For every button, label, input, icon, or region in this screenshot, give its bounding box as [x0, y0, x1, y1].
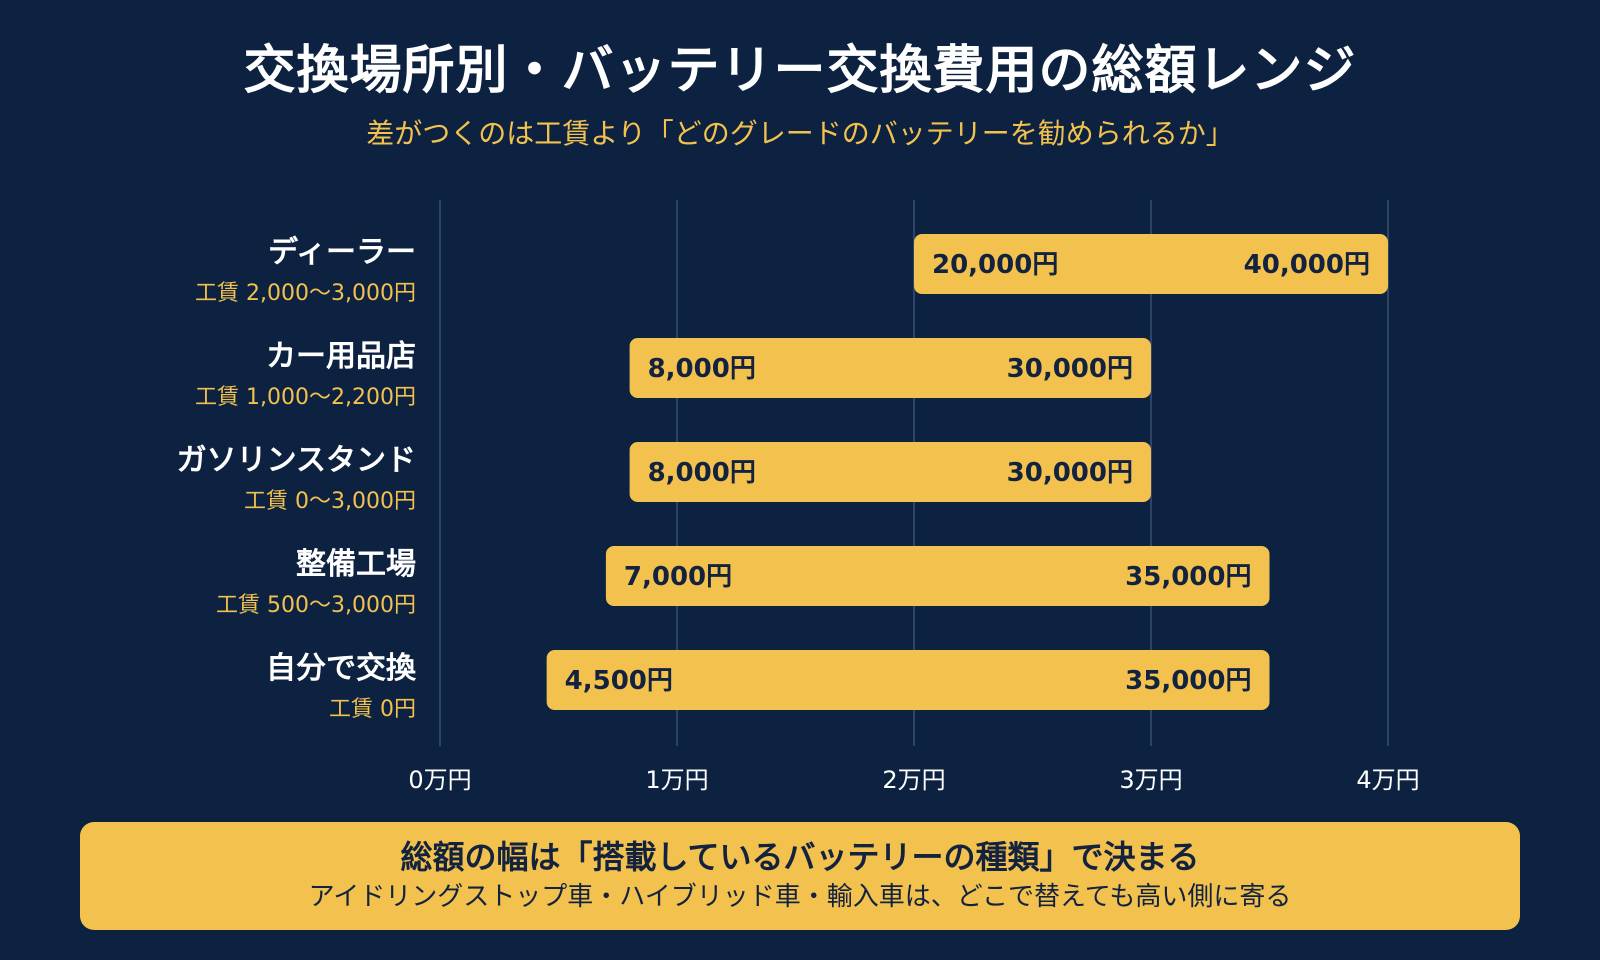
summary-note: 総額の幅は「搭載しているバッテリーの種類」で決まる アイドリングストップ車・ハイ… — [80, 822, 1520, 930]
bar-min-label: 8,000円 — [648, 354, 756, 384]
bar-max-label: 30,000円 — [1007, 354, 1133, 384]
category-label: 整備工場 — [296, 547, 416, 582]
category-label: カー用品店 — [266, 339, 416, 374]
category-label: ディーラー — [268, 235, 416, 270]
bar-max-label: 35,000円 — [1125, 666, 1251, 696]
range-bar — [546, 650, 1270, 710]
category-labor-label: 工賃 1,000〜2,200円 — [195, 385, 416, 410]
category-labor-label: 工賃 0円 — [329, 697, 416, 722]
category-label: ガソリンスタンド — [177, 443, 416, 478]
category-labor-label: 工賃 500〜3,000円 — [216, 593, 416, 618]
summary-note-title: 総額の幅は「搭載しているバッテリーの種類」で決まる — [400, 838, 1200, 876]
category-labor-label: 工賃 2,000〜3,000円 — [195, 281, 416, 306]
summary-note-body: アイドリングストップ車・ハイブリッド車・輸入車は、どこで替えても高い側に寄る — [308, 882, 1292, 912]
range-bar — [629, 338, 1151, 398]
bar-min-label: 4,500円 — [565, 666, 673, 696]
bar-min-label: 8,000円 — [648, 458, 756, 488]
bar-min-label: 20,000円 — [932, 250, 1058, 280]
category-labor-label: 工賃 0〜3,000円 — [244, 489, 416, 514]
x-tick-label: 2万円 — [882, 766, 945, 794]
x-tick-label: 1万円 — [645, 766, 708, 794]
range-bar — [629, 442, 1151, 502]
category-label: 自分で交換 — [266, 651, 417, 686]
bar-max-label: 35,000円 — [1125, 562, 1251, 592]
range-bar — [605, 546, 1270, 606]
bar-max-label: 40,000円 — [1244, 250, 1370, 280]
chart-subtitle: 差がつくのは工賃より「どのグレードのバッテリーを勧められるか」 — [366, 117, 1234, 150]
x-tick-label: 3万円 — [1119, 766, 1182, 794]
x-tick-label: 0万円 — [408, 766, 471, 794]
x-tick-label: 4万円 — [1356, 766, 1419, 794]
bar-max-label: 30,000円 — [1007, 458, 1133, 488]
chart-title: 交換場所別・バッテリー交換費用の総額レンジ — [243, 41, 1357, 101]
range-bar — [914, 234, 1388, 294]
bar-min-label: 7,000円 — [624, 562, 732, 592]
